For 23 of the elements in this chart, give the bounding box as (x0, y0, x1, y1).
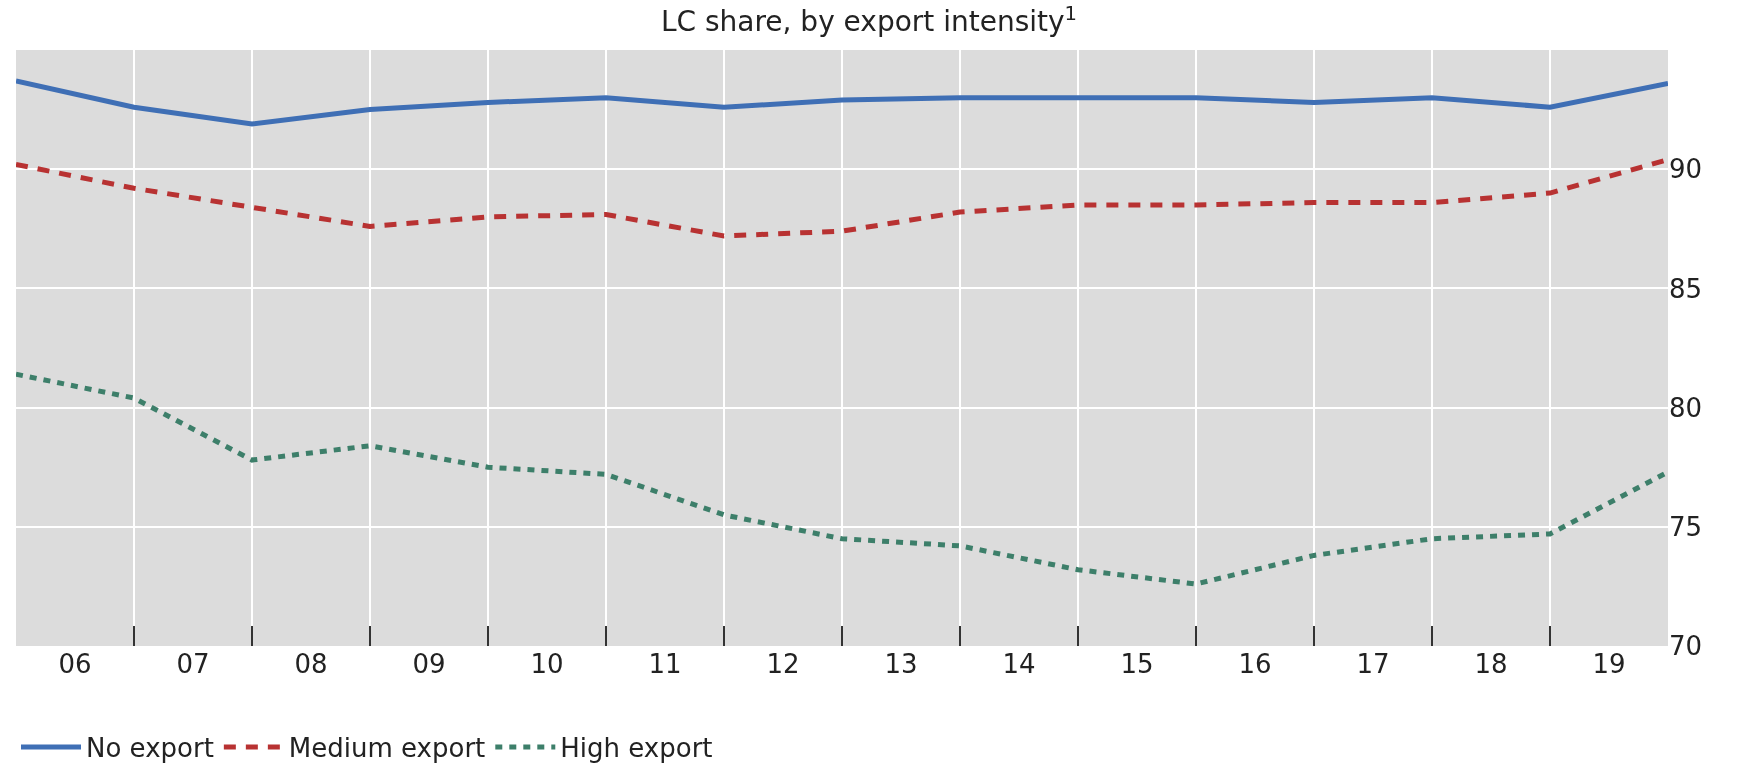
x-tick-label: 15 (1120, 649, 1154, 679)
y-tick-label: 70 (1669, 631, 1703, 662)
x-tick-label: 06 (58, 649, 92, 679)
x-tick-label: 12 (766, 649, 800, 679)
y-tick-label: 75 (1669, 511, 1703, 542)
x-tick-label: 08 (294, 649, 328, 679)
x-tick-label: 16 (1238, 649, 1272, 679)
legend-label: Medium export (288, 733, 486, 764)
legend-label: High export (560, 733, 713, 764)
x-tick-label: 09 (412, 649, 446, 679)
chart-title: LC share, by export intensity$^{1}$ (660, 1, 1078, 39)
y-tick-label: 85 (1669, 273, 1703, 304)
x-tick-label: 17 (1356, 649, 1390, 679)
x-tick-label: 13 (884, 649, 918, 679)
x-tick-label: 14 (1002, 649, 1036, 679)
legend-label: No export (86, 733, 214, 764)
x-tick-label: 07 (176, 649, 210, 679)
x-tick-label: 11 (648, 649, 682, 679)
x-tick-label: 18 (1474, 649, 1508, 679)
x-tick-label: 19 (1592, 649, 1626, 679)
x-tick-label: 10 (530, 649, 564, 679)
y-tick-label: 90 (1669, 154, 1703, 185)
y-tick-label: 80 (1669, 392, 1703, 423)
